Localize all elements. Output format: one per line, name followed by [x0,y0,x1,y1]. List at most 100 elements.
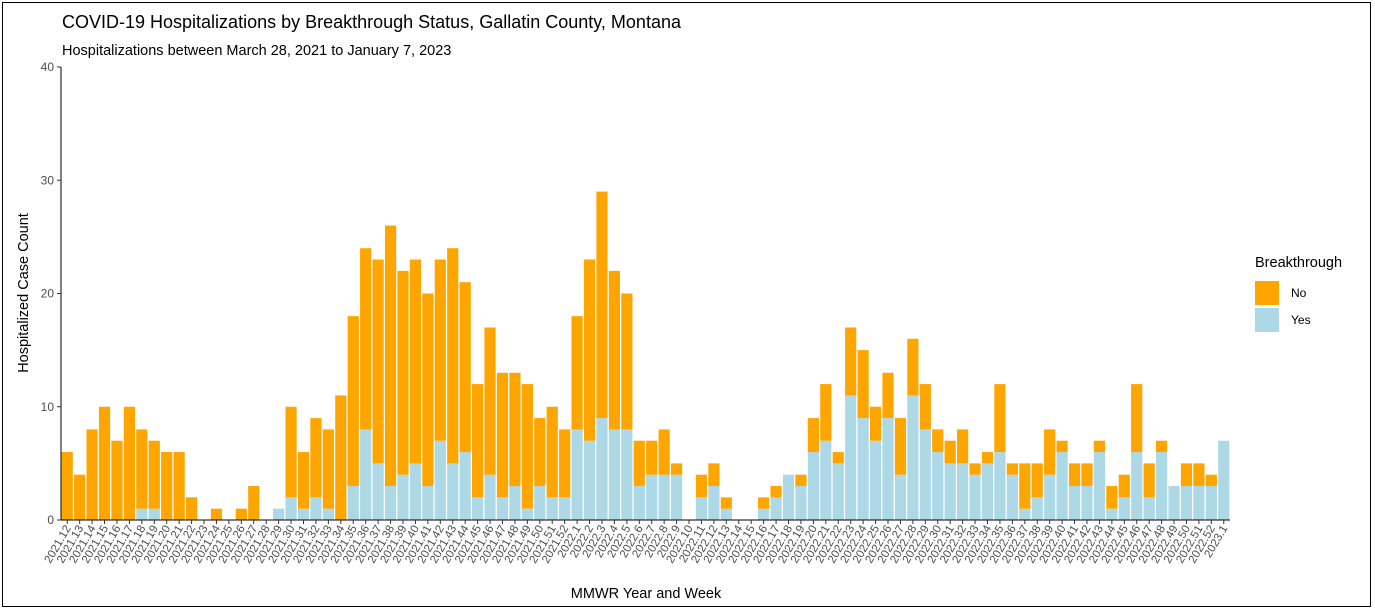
bar-no-2021.20 [161,452,173,520]
bar-yes-2022.47 [1143,497,1155,520]
chart-title: COVID-19 Hospitalizations by Breakthroug… [62,12,681,32]
bar-yes-2022.38 [1031,497,1043,520]
bar-no-2021.14 [86,429,98,520]
bar-no-2021.33 [322,429,334,509]
bar-no-2021.22 [185,497,198,520]
y-tick-label-40: 40 [41,60,55,74]
bar-yes-2021.43 [447,463,459,520]
bar-yes-2022.46 [1131,452,1143,520]
bar-yes-2022.8 [658,474,670,520]
bar-no-2021.42 [434,259,446,441]
bar-no-2022.16 [758,497,770,509]
bar-no-2022.6 [633,440,645,487]
bar-no-2021.18 [136,429,148,509]
y-tick-label-30: 30 [41,173,55,187]
chart-subtitle: Hospitalizations between March 28, 2021 … [62,43,452,59]
bar-no-2022.7 [646,440,658,475]
bar-no-2022.22 [832,452,844,464]
bar-yes-2021.46 [484,474,496,520]
bar-yes-2022.34 [981,463,994,520]
y-axis-title: Hospitalized Case Count [16,213,32,373]
bar-yes-2022.27 [894,474,907,520]
bar-no-2021.48 [509,372,521,487]
bar-no-2022.47 [1143,463,1155,498]
bar-yes-2021.50 [534,486,546,520]
bar-yes-2022.52 [1205,486,1217,520]
bar-no-2022.44 [1106,486,1118,509]
bar-yes-2022.5 [621,429,633,520]
bar-yes-2022.40 [1056,452,1068,520]
bar-yes-2022.36 [1006,474,1018,520]
legend-label-yes: Yes [1291,312,1311,327]
bar-no-2021.43 [447,248,459,464]
bar-yes-2021.29 [273,508,285,520]
legend-label-no: No [1291,285,1307,300]
bar-no-2021.46 [484,327,496,475]
bar-yes-2022.30 [932,452,944,520]
bar-yes-2022.43 [1093,452,1106,520]
bar-no-2022.17 [770,486,782,498]
bar-no-2021.19 [148,440,160,509]
bar-yes-2022.28 [907,395,919,520]
bar-no-2022.38 [1031,463,1043,498]
bar-yes-2022.13 [720,508,732,520]
bar-no-2022.37 [1019,463,1031,509]
bar-yes-2022.33 [969,474,981,520]
bar-yes-2022.44 [1106,508,1118,520]
bar-no-2021.21 [173,452,185,520]
bar-yes-2022.9 [670,474,683,520]
bar-yes-2022.12 [708,486,720,520]
bar-yes-2022.26 [882,418,894,520]
bar-no-2022.5 [621,293,633,430]
bar-yes-2022.3 [596,418,608,520]
bar-no-2022.32 [957,429,969,464]
bar-no-2021.51 [546,406,558,498]
bar-yes-2021.18 [136,508,148,520]
bar-no-2022.19 [795,474,807,487]
bar-no-2022.52 [1205,474,1217,487]
bar-no-2022.42 [1081,463,1093,487]
bar-yes-2021.30 [285,497,297,520]
bar-no-2021.40 [409,259,422,464]
y-tick-label-10: 10 [41,400,55,414]
bar-no-2022.11 [695,474,708,498]
bar-no-2021.47 [496,372,509,498]
bar-yes-2022.4 [608,429,621,520]
bar-no-2022.26 [882,372,894,419]
bar-no-2022.12 [708,463,720,487]
bar-yes-2022.37 [1019,508,1031,520]
bar-yes-2022.16 [758,508,770,520]
legend-item-yes: Yes [1255,306,1342,333]
bar-yes-2021.40 [409,463,422,520]
legend-title: Breakthrough [1255,255,1343,271]
bar-no-2022.23 [845,327,857,396]
bar-yes-2022.51 [1193,486,1205,520]
bar-no-2022.2 [583,259,596,441]
bar-no-2021.35 [347,316,359,487]
bar-yes-2021.42 [434,440,446,520]
bar-no-2021.45 [472,384,484,498]
bar-no-2021.36 [360,248,372,430]
bar-no-2022.36 [1006,463,1018,475]
bar-yes-2022.19 [795,486,807,520]
bar-yes-2022.22 [832,463,844,520]
bar-group [61,191,1230,520]
bar-yes-2022.21 [820,440,832,520]
bar-yes-2022.7 [646,474,658,520]
bar-no-2022.40 [1056,440,1068,453]
bar-no-2022.1 [571,316,583,430]
bar-yes-2021.51 [546,497,558,520]
bar-no-2022.21 [820,384,832,441]
bar-no-2022.20 [807,418,819,453]
bar-yes-2021.33 [322,508,334,520]
bar-no-2022.24 [857,350,869,419]
legend-item-no: No [1255,279,1342,306]
bar-no-2022.4 [608,270,621,430]
bar-yes-2021.19 [148,508,160,520]
bar-no-2021.32 [310,418,322,498]
bar-no-2022.33 [969,463,981,475]
bar-yes-2022.39 [1044,474,1056,520]
bar-no-2021.17 [123,406,135,520]
